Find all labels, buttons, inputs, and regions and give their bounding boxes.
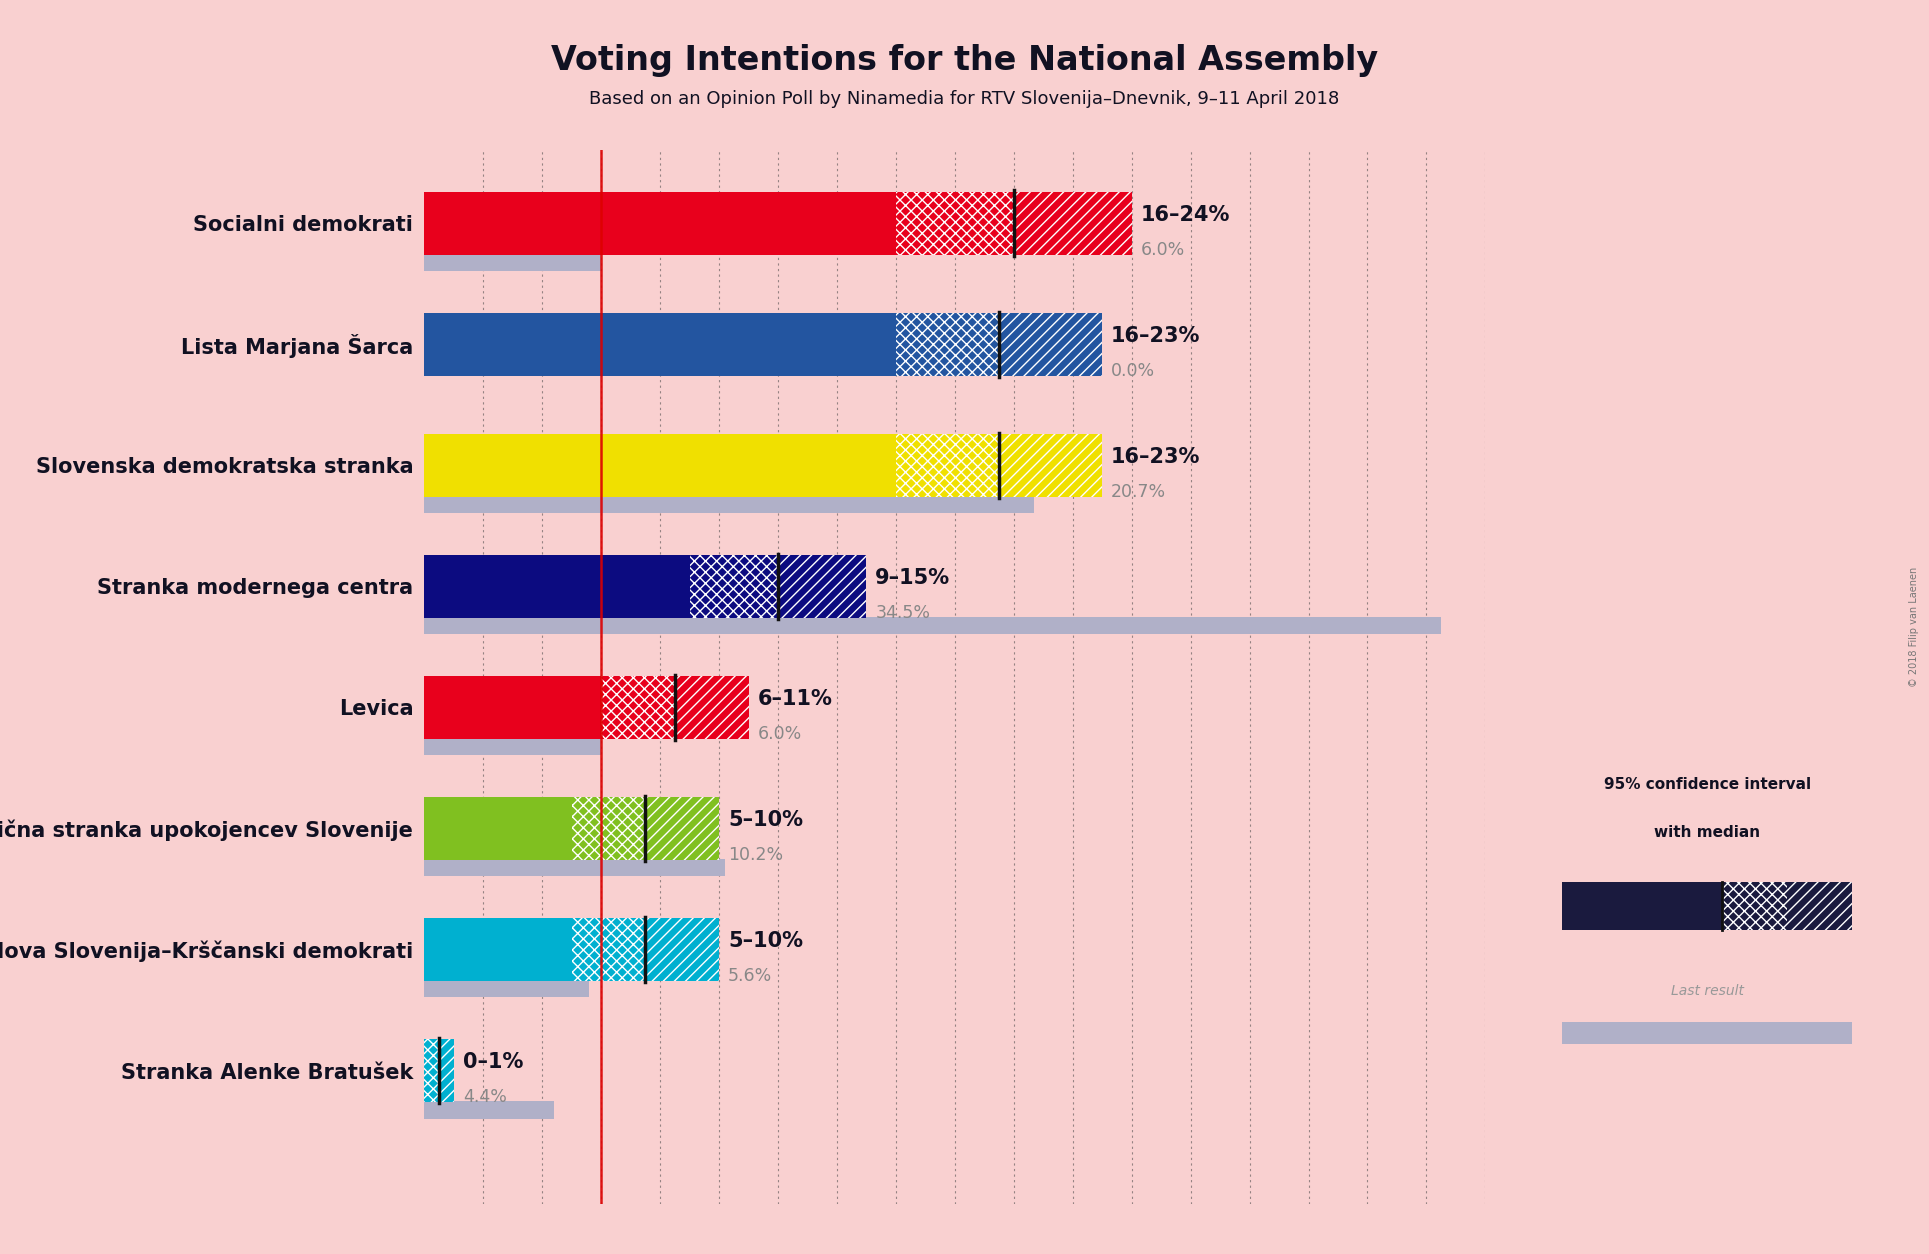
Bar: [424, 434, 895, 497]
Text: © 2018 Filip van Laenen: © 2018 Filip van Laenen: [1908, 567, 1919, 687]
Text: 34.5%: 34.5%: [876, 604, 930, 622]
Text: 16–23%: 16–23%: [1111, 446, 1200, 466]
Bar: [424, 859, 725, 877]
Bar: [1786, 882, 1852, 930]
Text: 16–23%: 16–23%: [1111, 326, 1200, 346]
Bar: [424, 1040, 440, 1102]
Bar: [440, 1040, 453, 1102]
Text: 6.0%: 6.0%: [758, 725, 802, 744]
Bar: [424, 495, 1034, 513]
Text: Voting Intentions for the National Assembly: Voting Intentions for the National Assem…: [552, 44, 1377, 76]
Bar: [1562, 1022, 1852, 1045]
Bar: [1015, 192, 1132, 255]
Bar: [999, 312, 1101, 376]
Bar: [895, 434, 999, 497]
Text: 4.4%: 4.4%: [463, 1088, 507, 1106]
Bar: [424, 312, 895, 376]
Text: 5.6%: 5.6%: [727, 967, 772, 986]
Bar: [675, 676, 748, 739]
Text: 95% confidence interval: 95% confidence interval: [1603, 777, 1811, 793]
Bar: [646, 918, 720, 981]
Bar: [424, 1101, 554, 1119]
Bar: [895, 192, 1015, 255]
Bar: [571, 798, 646, 860]
Bar: [424, 918, 571, 981]
Text: 6–11%: 6–11%: [758, 688, 831, 709]
Bar: [424, 737, 602, 755]
Text: 5–10%: 5–10%: [727, 810, 802, 830]
Text: Last result: Last result: [1671, 984, 1744, 998]
Text: 20.7%: 20.7%: [1111, 483, 1167, 500]
Bar: [1723, 882, 1786, 930]
Bar: [999, 434, 1101, 497]
Text: 16–24%: 16–24%: [1140, 204, 1231, 224]
Text: 0–1%: 0–1%: [463, 1052, 523, 1072]
Bar: [424, 253, 602, 271]
Text: 5–10%: 5–10%: [727, 932, 802, 951]
Text: Based on an Opinion Poll by Ninamedia for RTV Slovenija–Dnevnik, 9–11 April 2018: Based on an Opinion Poll by Ninamedia fo…: [590, 90, 1339, 108]
Text: with median: with median: [1653, 825, 1761, 840]
Text: 6.0%: 6.0%: [1140, 241, 1184, 258]
Bar: [777, 554, 866, 618]
Text: 10.2%: 10.2%: [727, 846, 783, 864]
Bar: [1562, 882, 1723, 930]
Bar: [424, 617, 1441, 635]
Bar: [424, 979, 590, 997]
Bar: [424, 676, 602, 739]
Bar: [571, 918, 646, 981]
Bar: [424, 192, 895, 255]
Bar: [691, 554, 777, 618]
Bar: [424, 798, 571, 860]
Bar: [646, 798, 720, 860]
Text: 9–15%: 9–15%: [876, 568, 951, 588]
Bar: [895, 312, 999, 376]
Text: 0.0%: 0.0%: [1111, 362, 1155, 380]
Bar: [602, 676, 675, 739]
Bar: [424, 554, 691, 618]
